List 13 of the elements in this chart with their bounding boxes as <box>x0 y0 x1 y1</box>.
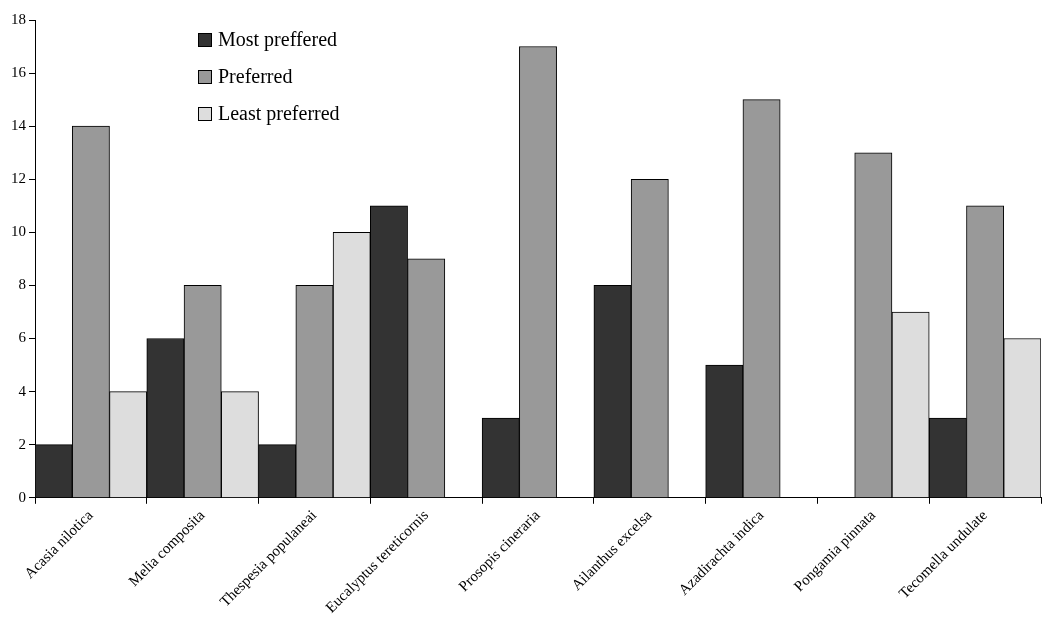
y-tick-label: 12 <box>11 170 26 187</box>
y-tick-label: 0 <box>18 488 26 505</box>
legend-label: Most preffered <box>218 28 338 51</box>
y-tick-label: 10 <box>11 223 26 240</box>
y-tick-label: 14 <box>11 117 27 134</box>
y-tick-label: 2 <box>18 435 26 452</box>
legend-label: Least preferred <box>218 102 340 125</box>
y-tick-label: 16 <box>11 64 27 81</box>
legend-label: Preferred <box>218 65 293 88</box>
y-tick-label: 4 <box>18 382 27 399</box>
y-tick-label: 8 <box>18 276 26 293</box>
y-tick-label: 6 <box>18 329 27 346</box>
y-tick-label: 18 <box>11 10 26 27</box>
